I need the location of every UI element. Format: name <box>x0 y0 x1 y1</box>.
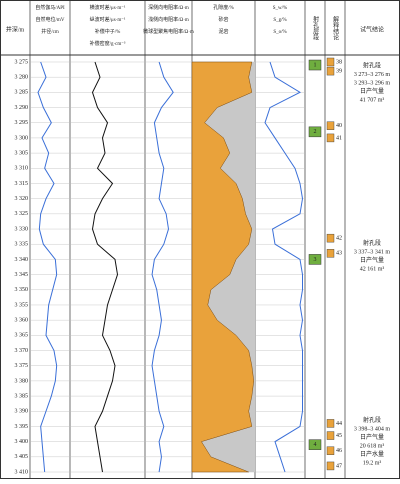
track-header: 自然伽马/API <box>35 4 65 11</box>
track-header: 微球型聚焦电阻率/Ω·m <box>143 28 194 35</box>
track-header: 补偿中子/% <box>95 28 121 35</box>
y-tick-label: 3 395 <box>15 424 29 430</box>
y-tick-label: 3 340 <box>15 257 29 263</box>
test-text: 20 618 m³ <box>360 444 385 450</box>
track-header: 横波时差/μs·m⁻¹ <box>90 4 126 11</box>
y-tick-label: 3 360 <box>15 318 29 324</box>
layer-label: 38 <box>336 59 342 65</box>
layer-label: 41 <box>336 135 342 141</box>
layer <box>326 249 335 258</box>
y-tick-label: 3 295 <box>15 120 29 126</box>
track-header: S_w/% <box>273 6 287 11</box>
y-tick-label: 3 385 <box>15 393 29 399</box>
perforation-label: 4 <box>314 442 317 448</box>
layer-label: 42 <box>336 236 342 242</box>
test-text: 射孔段 <box>363 416 381 424</box>
test-text: 3 293–3 296 m <box>354 81 391 87</box>
perforation-label: 3 <box>314 257 317 263</box>
test-text: 3 337–3 341 m <box>354 249 391 255</box>
test-text: 3 273–3 276 m <box>354 72 391 78</box>
y-tick-label: 3 300 <box>15 135 29 141</box>
y-tick-label: 3 380 <box>15 378 29 384</box>
track-header: 泥岩 <box>218 28 228 35</box>
layer-label: 43 <box>336 251 342 257</box>
perforation-label: 1 <box>314 62 317 68</box>
log-curve <box>37 61 58 473</box>
y-tick-label: 3 280 <box>15 75 29 81</box>
track-header: 补偿密度/g·cm⁻³ <box>90 40 126 47</box>
log-curve <box>264 61 304 473</box>
track-header: 浅侧向电阻率/Ω·m <box>148 16 189 23</box>
y-tick-label: 3 275 <box>15 59 29 65</box>
test-text: 日产气量 <box>360 433 384 441</box>
y-tick-label: 3 375 <box>15 363 29 369</box>
y-tick-label: 3 350 <box>15 287 29 293</box>
y-tick-label: 3 305 <box>15 150 29 156</box>
perforation <box>308 59 322 71</box>
layer-label: 47 <box>336 463 342 469</box>
track-header: 深侧向电阻率/Ω·m <box>148 4 189 11</box>
y-tick-label: 3 370 <box>15 348 29 354</box>
test-text: 日产气量 <box>360 87 384 95</box>
layer-label: 39 <box>336 68 342 74</box>
layer-label: 45 <box>336 433 342 439</box>
layer-label: 46 <box>336 448 342 454</box>
perforation <box>308 439 322 450</box>
track-header: S_o/% <box>273 30 286 35</box>
layer <box>326 233 335 243</box>
test-text: 19.2 m³ <box>363 461 382 467</box>
y-tick-label: 3 335 <box>15 242 29 248</box>
layer-label: 40 <box>336 123 342 129</box>
test-header: 试气结论 <box>360 25 384 33</box>
test-text: 射孔段 <box>363 239 381 247</box>
sand-area <box>191 61 254 473</box>
track-header: S_g/% <box>273 18 286 23</box>
y-tick-label: 3 310 <box>15 166 29 172</box>
y-tick-label: 3 290 <box>15 105 29 111</box>
perforation-header: 射孔层段 <box>312 15 319 41</box>
log-curve <box>91 61 119 473</box>
y-tick-label: 3 355 <box>15 302 29 308</box>
layer <box>326 461 335 471</box>
layer-label: 44 <box>336 421 342 427</box>
y-tick-label: 3 345 <box>15 272 29 278</box>
y-tick-label: 3 315 <box>15 181 29 187</box>
track-header: 孔隙度/% <box>213 4 234 11</box>
track-header: 砂岩 <box>218 16 228 23</box>
perforation-label: 2 <box>314 129 317 135</box>
perforation <box>308 126 322 138</box>
y-tick-label: 3 320 <box>15 196 29 202</box>
y-tick-label: 3 390 <box>15 409 29 415</box>
depth-label: 井深/m <box>6 25 25 33</box>
track-header: 自然电位/mV <box>36 16 65 23</box>
log-curve <box>151 61 174 473</box>
layer <box>326 133 335 143</box>
y-tick-label: 3 365 <box>15 333 29 339</box>
track-header: 纵波时差/μs·m⁻¹ <box>90 16 126 23</box>
test-text: 3 398–3 404 m <box>354 427 391 433</box>
track-header: 井径/cm <box>41 28 59 35</box>
test-text: 日产气量 <box>360 256 384 264</box>
test-text: 42 161 m³ <box>360 266 385 272</box>
y-tick-label: 3 405 <box>15 454 29 460</box>
test-text: 射孔段 <box>363 62 381 70</box>
layer <box>326 446 335 455</box>
y-tick-label: 3 410 <box>15 469 29 475</box>
layer <box>326 121 335 130</box>
test-text: 41 707 m³ <box>360 98 385 104</box>
perforation <box>308 254 322 265</box>
y-tick-label: 3 325 <box>15 211 29 217</box>
layer <box>326 419 335 428</box>
y-tick-label: 3 285 <box>15 90 29 96</box>
y-tick-label: 3 400 <box>15 439 29 445</box>
layer <box>326 66 335 76</box>
layer <box>326 431 335 440</box>
test-text: 日产水量 <box>360 450 384 458</box>
y-tick-label: 3 330 <box>15 226 29 232</box>
layer-header: 解释结论 <box>332 15 339 41</box>
layer <box>326 57 335 67</box>
